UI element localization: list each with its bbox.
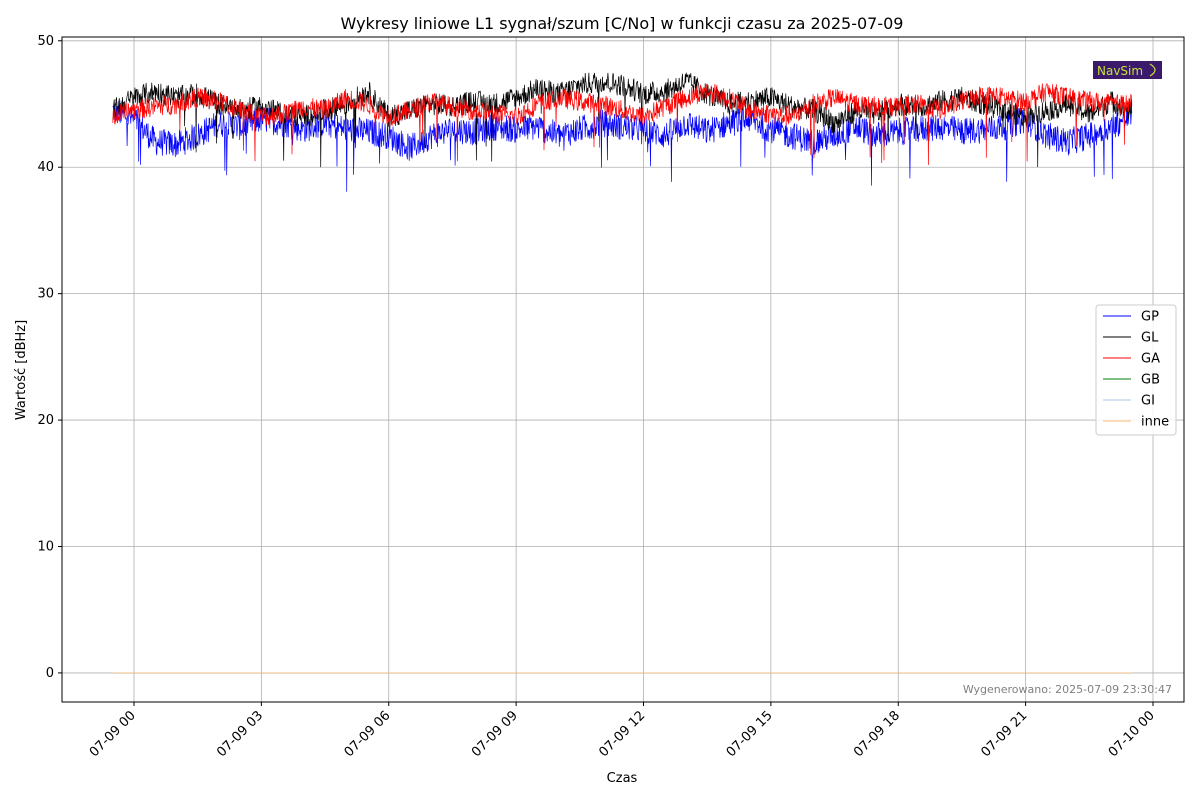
y-tick-label: 40 — [37, 160, 54, 175]
legend-label-ga: GA — [1141, 352, 1160, 367]
legend-label-inne: inne — [1141, 415, 1169, 430]
legend: GP GL GA GB GI inne — [1095, 304, 1177, 436]
logo-text: NavSim — [1097, 64, 1143, 78]
x-tick-label: 07-09 00 — [87, 708, 139, 760]
logo: NavSim — [1093, 61, 1162, 79]
x-tick-label: 07-09 09 — [469, 708, 521, 760]
x-tick-label: 07-09 18 — [851, 708, 903, 760]
y-axis-label: Wartość [dBHz] — [14, 320, 29, 420]
y-tick-label: 30 — [37, 287, 54, 302]
legend-box — [1095, 304, 1177, 436]
plot-series — [112, 72, 1133, 674]
x-tick-label: 07-10 00 — [1106, 708, 1158, 760]
grid — [62, 37, 1184, 702]
x-tick-label: 07-09 03 — [214, 708, 266, 760]
x-tick-label: 07-09 15 — [724, 708, 776, 760]
axis-ticks: 07-09 00 07-09 03 07-09 06 07-09 09 07-09 12… — [37, 34, 1157, 760]
series-line-ga — [112, 82, 1133, 166]
x-tick-label: 07-09 06 — [342, 708, 394, 760]
series-line-gp — [112, 100, 1133, 192]
y-tick-label: 20 — [37, 413, 54, 428]
x-axis-label: Czas — [607, 771, 638, 786]
legend-label-gi: GI — [1141, 394, 1155, 409]
legend-label-gl: GL — [1141, 331, 1159, 346]
legend-label-gb: GB — [1141, 373, 1160, 388]
legend-label-gp: GP — [1141, 310, 1159, 325]
y-tick-label: 0 — [46, 666, 54, 681]
x-tick-label: 07-09 21 — [979, 708, 1031, 760]
generated-timestamp: Wygenerowano: 2025-07-09 23:30:47 — [963, 683, 1172, 696]
x-tick-label: 07-09 12 — [596, 708, 648, 760]
y-tick-label: 10 — [37, 539, 54, 554]
plot-frame — [61, 36, 1185, 703]
chart-title: Wykresy liniowe L1 sygnał/szum [C/No] w … — [341, 14, 904, 33]
y-tick-label: 50 — [37, 34, 54, 49]
